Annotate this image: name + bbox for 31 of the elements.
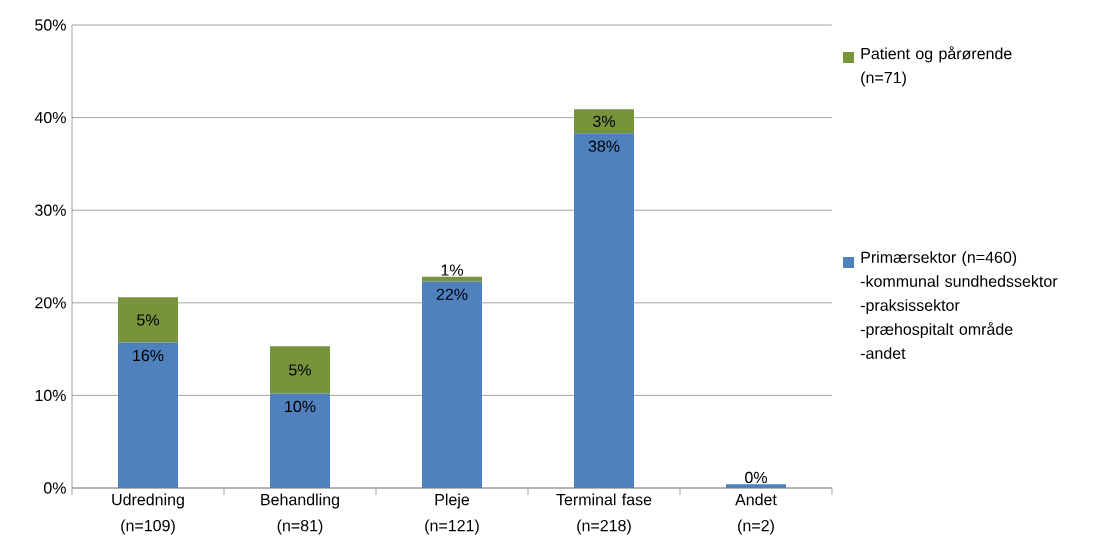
y-tick-label: 50% <box>35 19 66 31</box>
data-label: 5% <box>137 314 159 326</box>
data-label: 10% <box>285 400 316 413</box>
data-label: 38% <box>588 140 620 152</box>
data-label: 5% <box>289 364 311 376</box>
data-label: 0% <box>745 471 767 484</box>
bar <box>574 109 634 134</box>
y-tick-label: 10% <box>35 389 66 402</box>
y-tick-label: 40% <box>34 111 66 124</box>
data-label: 16% <box>133 349 164 362</box>
data-label: 22% <box>436 288 468 300</box>
x-tick-label: Andet (n=2) <box>735 493 777 535</box>
x-tick-label: Terminal fase (n=218) <box>556 493 652 535</box>
bar <box>270 393 330 488</box>
x-tick-label: Behandling (n=81) <box>261 493 339 535</box>
bar <box>118 342 178 488</box>
y-tick-label: 20% <box>35 297 66 309</box>
y-tick-label: 0% <box>43 482 66 494</box>
bar <box>270 346 330 394</box>
data-label: 3% <box>593 115 615 127</box>
x-tick-label: Pleje (n=121) <box>425 493 479 535</box>
data-label: 1% <box>441 264 463 276</box>
bar <box>422 281 482 488</box>
x-tick-label: Udredning (n=109) <box>112 493 184 535</box>
bar <box>422 276 482 282</box>
legend-label: Patient og pårørende (n=71) <box>861 46 1012 87</box>
bar <box>118 297 178 343</box>
y-tick-label: 30% <box>35 204 66 216</box>
legend-label: Primærsektor (n=460) -kommunal sundhedssektor -praksissektor -præhospitalt område -andet <box>860 251 1058 359</box>
bar <box>726 484 786 488</box>
bar <box>574 133 634 488</box>
